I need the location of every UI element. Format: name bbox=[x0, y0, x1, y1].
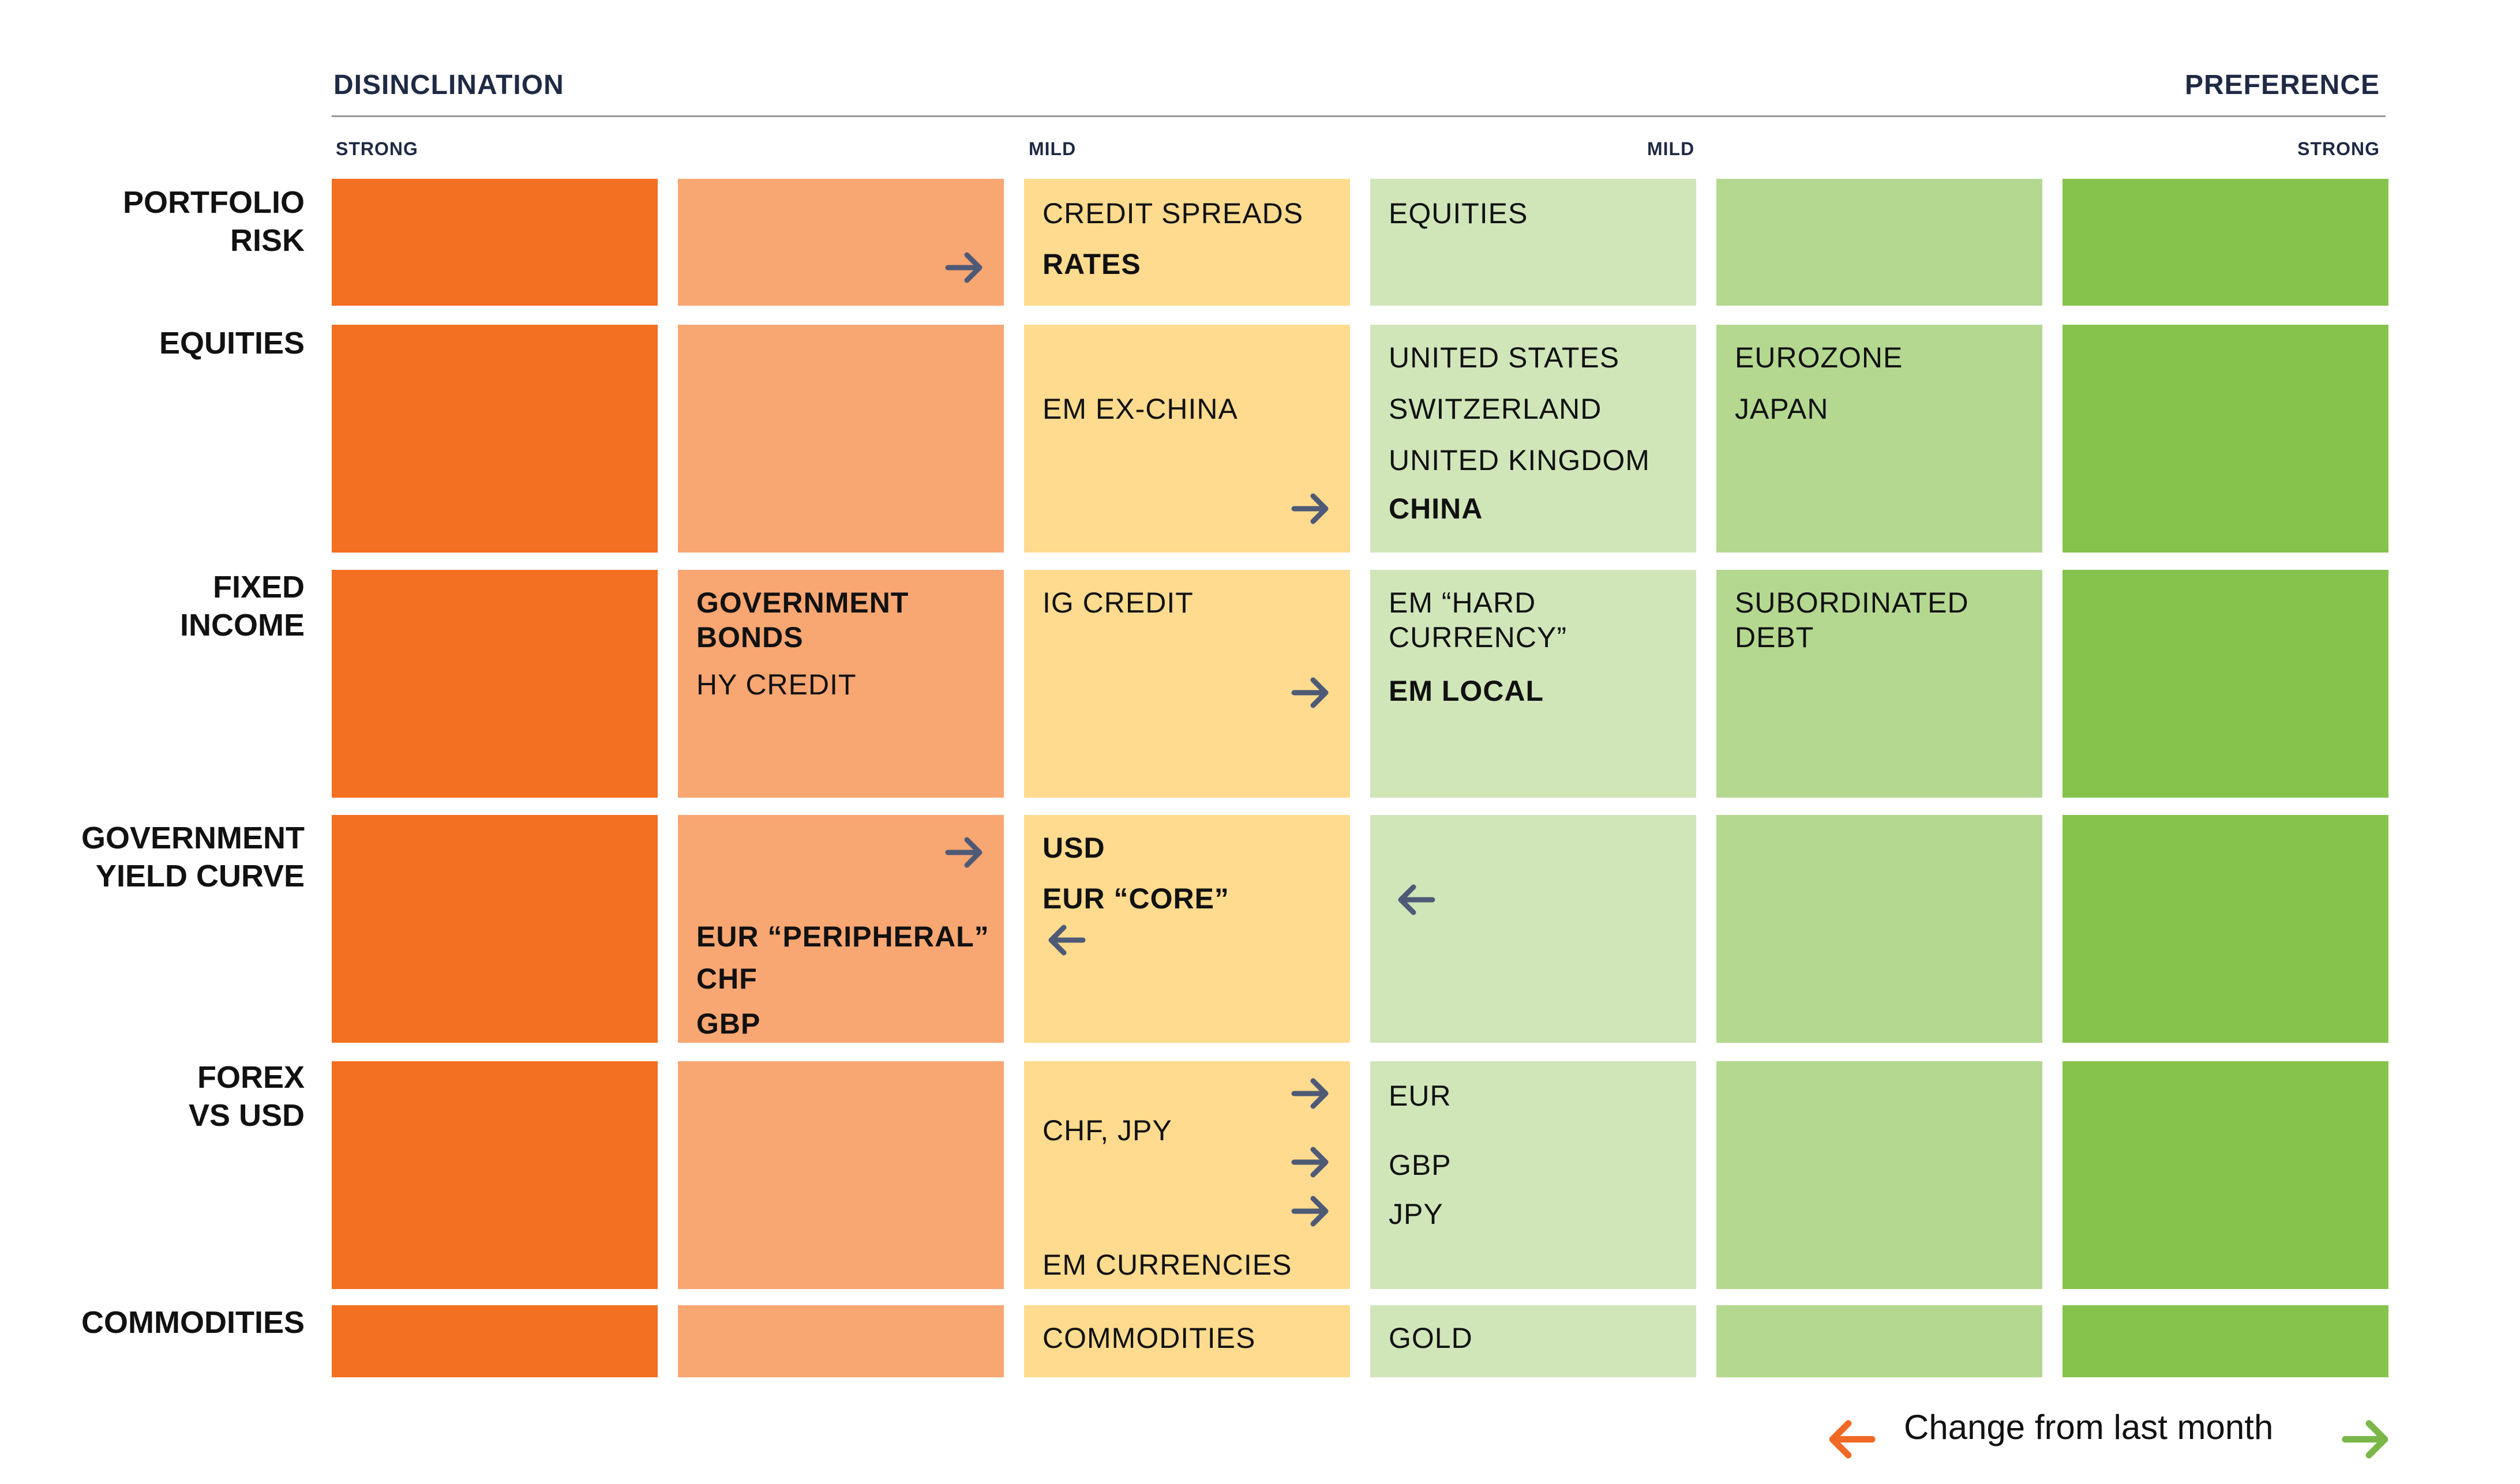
row-label-commodities: COMMODITIES bbox=[81, 1305, 305, 1340]
cell-equities-disinclination bbox=[678, 325, 1004, 553]
cell-portfolio-risk-mild-disinclination bbox=[1024, 179, 1350, 306]
label-mild-left: MILD bbox=[1029, 138, 1077, 159]
cell-equities-mild-disinclination bbox=[1024, 325, 1350, 553]
cell-portfolio-risk-disinclination bbox=[678, 179, 1004, 306]
item-eur-fx: EUR bbox=[1389, 1080, 1452, 1112]
cell-fixed-income-mild-disinclination bbox=[1024, 570, 1350, 798]
item-united-states: UNITED STATES bbox=[1389, 341, 1620, 374]
row-label-portfolio-risk: PORTFOLIO RISK bbox=[123, 185, 305, 258]
cell-forex-preference bbox=[1716, 1061, 2042, 1289]
cell-forex-disinclination bbox=[678, 1061, 1004, 1289]
item-equities-risk: EQUITIES bbox=[1389, 197, 1528, 230]
item-gbp-curve: GBP bbox=[696, 1008, 761, 1040]
arrow-left-icon bbox=[1398, 884, 1435, 915]
cell-fixed-income-mild-preference bbox=[1370, 570, 1696, 798]
cell-commodities-strong-preference bbox=[2062, 1305, 2388, 1377]
cell-commodities-disinclination bbox=[678, 1305, 1004, 1377]
cell-portfolio-risk-mild-preference bbox=[1370, 179, 1696, 306]
cell-portfolio-risk-strong-preference bbox=[2062, 179, 2388, 306]
cell-fixed-income-strong-preference bbox=[2062, 570, 2388, 798]
label-mild-right: MILD bbox=[1647, 138, 1695, 159]
item-switzerland: SWITZERLAND bbox=[1389, 393, 1602, 425]
arrow-right-icon bbox=[945, 837, 982, 868]
cell-equities-strong-disinclination bbox=[332, 325, 658, 553]
legend-right-arrow-icon bbox=[2342, 1420, 2388, 1459]
arrow-right-icon bbox=[1291, 493, 1329, 524]
item-em-currencies: EM CURRENCIES bbox=[1042, 1249, 1292, 1281]
arrow-right-icon bbox=[1291, 677, 1329, 708]
cell-commodities-strong-disinclination bbox=[332, 1305, 658, 1377]
item-usd-curve: USD bbox=[1042, 832, 1105, 864]
cell-equities-strong-preference bbox=[2062, 325, 2388, 553]
cell-yield-curve-mild-disinclination bbox=[1024, 815, 1350, 1043]
arrow-right-icon bbox=[1291, 1147, 1329, 1178]
item-chf-jpy: CHF, JPY bbox=[1042, 1114, 1172, 1147]
cell-equities-mild-preference bbox=[1370, 325, 1696, 553]
cell-portfolio-risk-strong-disinclination bbox=[332, 179, 658, 306]
cell-fixed-income-strong-disinclination bbox=[332, 570, 658, 798]
arrow-right-icon bbox=[945, 252, 982, 283]
header-rule bbox=[332, 115, 2386, 117]
cell-commodities-mild-preference bbox=[1370, 1305, 1696, 1377]
item-em-local: EM LOCAL bbox=[1389, 675, 1544, 707]
item-united-kingdom: UNITED KINGDOM bbox=[1389, 444, 1650, 476]
arrow-right-icon bbox=[1291, 1196, 1329, 1227]
item-eur-core: EUR “CORE” bbox=[1042, 882, 1229, 915]
arrow-right-icon bbox=[1291, 1078, 1329, 1109]
item-commodities: COMMODITIES bbox=[1042, 1322, 1256, 1354]
item-hy-credit: HY CREDIT bbox=[696, 668, 857, 701]
arrow-left-icon bbox=[1048, 925, 1086, 956]
cell-forex-strong-preference bbox=[2062, 1061, 2388, 1289]
item-japan: JAPAN bbox=[1735, 393, 1829, 425]
header-preference: PREFERENCE bbox=[2184, 70, 2380, 100]
row-label-forex-vs-usd: FOREX VS USD bbox=[188, 1060, 305, 1133]
item-em-hard-currency: EM “HARD CURRENCY” bbox=[1389, 587, 1567, 653]
cell-yield-curve-mild-preference bbox=[1370, 815, 1696, 1043]
item-eur-peripheral: EUR “PERIPHERAL” bbox=[696, 921, 989, 953]
item-eurozone: EUROZONE bbox=[1735, 341, 1903, 374]
row-label-fixed-income: FIXED INCOME bbox=[180, 570, 305, 643]
item-em-ex-china: EM EX-CHINA bbox=[1042, 393, 1238, 425]
item-rates: RATES bbox=[1042, 248, 1141, 280]
cell-forex-strong-disinclination bbox=[332, 1061, 658, 1289]
item-chf-curve: CHF bbox=[696, 963, 757, 995]
header-disinclination: DISINCLINATION bbox=[333, 70, 564, 100]
cell-commodities-preference bbox=[1716, 1305, 2042, 1377]
item-subordinated-debt: SUBORDINATED DEBT bbox=[1735, 587, 1969, 653]
item-credit-spreads: CREDIT SPREADS bbox=[1042, 197, 1304, 230]
cell-forex-mild-disinclination bbox=[1024, 1061, 1350, 1289]
cell-commodities-mild-disinclination bbox=[1024, 1305, 1350, 1377]
row-label-government-yield-curve: GOVERNMENT YIELD CURVE bbox=[81, 821, 305, 893]
row-label-equities: EQUITIES bbox=[159, 326, 305, 360]
cell-yield-curve-strong-disinclination bbox=[332, 815, 658, 1043]
cell-fixed-income-disinclination bbox=[678, 570, 1004, 798]
item-ig-credit: IG CREDIT bbox=[1042, 587, 1194, 619]
legend-text: Change from last month bbox=[1904, 1408, 2274, 1447]
cell-forex-mild-preference bbox=[1370, 1061, 1696, 1289]
item-gbp-fx: GBP bbox=[1389, 1149, 1452, 1181]
cell-equities-preference bbox=[1716, 325, 2042, 553]
label-strong-right: STRONG bbox=[2297, 138, 2380, 159]
item-jpy-fx: JPY bbox=[1389, 1198, 1443, 1230]
item-china: CHINA bbox=[1389, 493, 1483, 525]
cell-portfolio-risk-preference bbox=[1716, 179, 2042, 306]
legend-left-arrow-icon bbox=[1829, 1420, 1876, 1459]
cell-yield-curve-preference bbox=[1716, 815, 2042, 1043]
cell-yield-curve-strong-preference bbox=[2062, 815, 2388, 1043]
item-gold: GOLD bbox=[1389, 1322, 1473, 1354]
item-government-bonds: GOVERNMENT BONDS bbox=[696, 587, 909, 653]
label-strong-left: STRONG bbox=[336, 138, 418, 159]
cell-fixed-income-preference bbox=[1716, 570, 2042, 798]
